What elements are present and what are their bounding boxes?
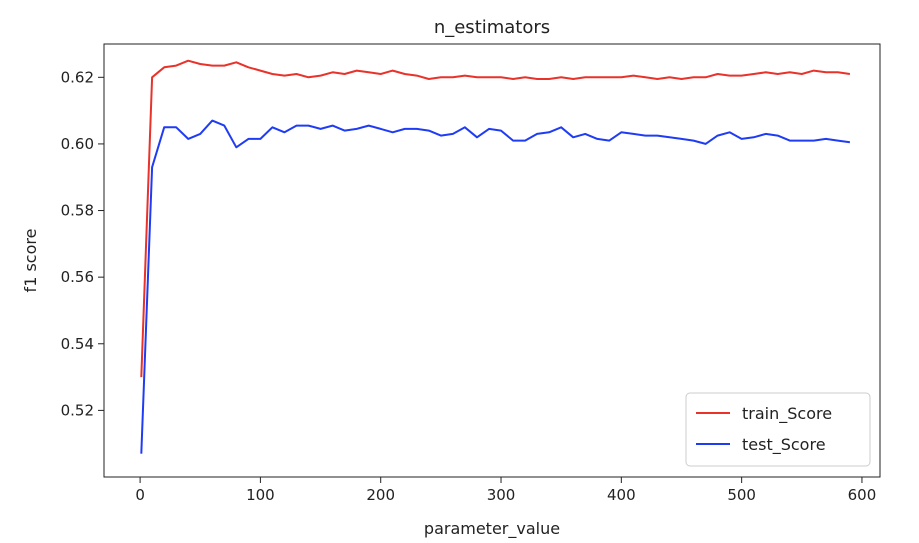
x-tick-label: 0 [135, 486, 145, 504]
y-tick-label: 0.60 [61, 135, 94, 153]
legend-box [685, 392, 871, 467]
legend: train_Score test_Score [685, 392, 871, 467]
y-tick-label: 0.56 [61, 268, 94, 286]
y-axis-ticks: 0.52 0.54 0.56 0.58 0.60 0.62 [61, 68, 104, 419]
x-axis-ticks: 0 100 200 300 400 500 600 [135, 477, 876, 504]
y-axis-label: f1 score [21, 229, 40, 293]
x-tick-label: 600 [848, 486, 877, 504]
y-tick-label: 0.62 [61, 68, 94, 86]
series-layer [140, 59, 851, 454]
x-axis-label: parameter_value [424, 519, 560, 539]
x-tick-label: 100 [246, 486, 275, 504]
series-line-train-score [140, 59, 851, 378]
y-tick-label: 0.52 [61, 401, 94, 419]
y-tick-label: 0.58 [61, 202, 94, 220]
legend-label: train_Score [742, 404, 832, 424]
x-tick-label: 500 [727, 486, 756, 504]
plot-area-frame [103, 43, 881, 478]
y-tick-label: 0.54 [61, 335, 94, 353]
legend-label: test_Score [742, 435, 826, 455]
x-tick-label: 400 [607, 486, 636, 504]
x-tick-label: 200 [366, 486, 395, 504]
chart-title: n_estimators [434, 17, 550, 38]
series-line-test-score [140, 119, 851, 454]
x-tick-label: 300 [487, 486, 516, 504]
